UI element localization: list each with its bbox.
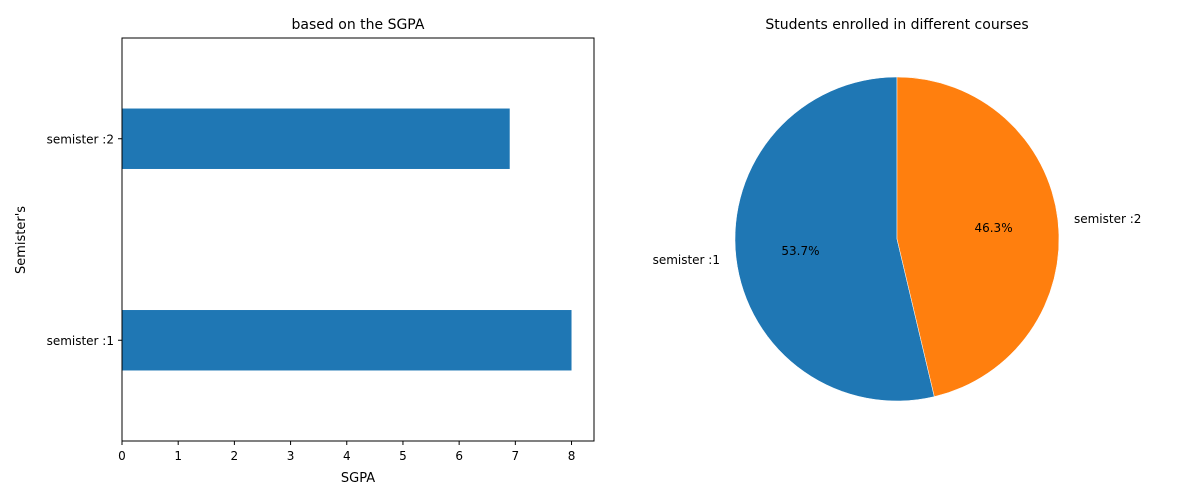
y-tick-label: semister :1 (47, 334, 114, 348)
bar-x-axis-label: SGPA (341, 471, 375, 486)
x-tick-label: 2 (231, 449, 239, 463)
pie-slice (734, 76, 935, 402)
pie-percent-label: 53.7% (781, 244, 819, 258)
bar-marks (122, 108, 572, 371)
pie-slice (896, 76, 1060, 397)
x-tick-label: 8 (568, 449, 576, 463)
y-tick-label: semister :2 (47, 132, 114, 146)
x-tick-label: 3 (287, 449, 295, 463)
bar-y-axis-label: Semister's (14, 206, 29, 274)
bar-chart-title: based on the SGPA (292, 17, 425, 33)
x-tick-label: 0 (118, 449, 126, 463)
pie-label: semister :1 (653, 253, 720, 267)
bar (122, 108, 510, 169)
pie-percent-label: 46.3% (974, 221, 1012, 235)
pie-chart: Students enrolled in different courses s… (653, 17, 1141, 402)
x-tick-label: 5 (399, 449, 407, 463)
pie-label: semister :2 (1074, 212, 1141, 226)
pie-marks: semister :1 53.7% semister :2 46.3% (653, 76, 1141, 402)
x-tick-label: 1 (174, 449, 182, 463)
bar-plot-frame (121, 37, 595, 442)
bar-y-ticks: semister :1 semister :2 (47, 132, 122, 348)
bar-x-ticks: 0 1 2 3 4 5 6 7 8 (118, 441, 575, 463)
pie-chart-title: Students enrolled in different courses (765, 17, 1028, 33)
x-tick-label: 4 (343, 449, 351, 463)
bar (122, 310, 572, 371)
x-tick-label: 6 (455, 449, 463, 463)
x-tick-label: 7 (512, 449, 520, 463)
